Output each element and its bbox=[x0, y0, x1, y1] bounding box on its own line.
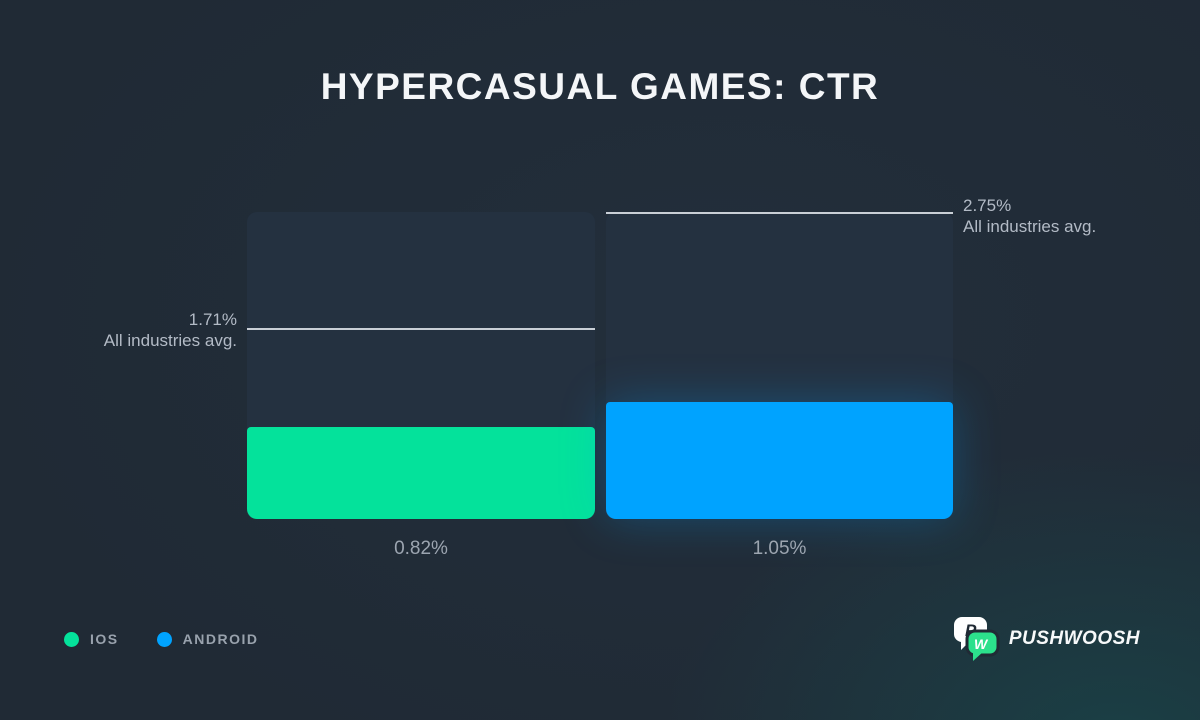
bar-column-ios bbox=[247, 212, 595, 519]
bar-column-android bbox=[606, 212, 953, 519]
legend-item-ios: IOS bbox=[64, 631, 119, 647]
legend-label-android: ANDROID bbox=[182, 631, 259, 647]
benchmark-line-ios bbox=[247, 328, 595, 330]
logo-front-bubble: W bbox=[965, 629, 1000, 661]
brand-lockup: P W PUSHWOOSH bbox=[952, 616, 1140, 662]
benchmark-label-android: 2.75% All industries avg. bbox=[963, 195, 1096, 237]
benchmark-caption-android: All industries avg. bbox=[963, 217, 1097, 236]
benchmark-value-android: 2.75% bbox=[963, 196, 1012, 215]
legend-item-android: ANDROID bbox=[156, 631, 259, 647]
benchmark-line-android bbox=[606, 212, 953, 214]
benchmark-caption-ios: All industries avg. bbox=[103, 331, 237, 350]
pushwoosh-wordmark: PUSHWOOSH bbox=[1008, 628, 1140, 649]
pushwoosh-logo-icon: P W bbox=[953, 617, 1000, 661]
legend-dot-android-icon bbox=[156, 631, 172, 647]
bar-ios bbox=[247, 427, 595, 519]
page-title: HYPERCASUAL GAMES: CTR bbox=[320, 66, 880, 107]
legend-dot-ios-icon bbox=[64, 631, 79, 647]
benchmark-value-ios: 1.71% bbox=[188, 310, 237, 329]
bar-value-ios: 0.82% bbox=[394, 538, 448, 559]
benchmark-label-ios: 1.71% All industries avg. bbox=[104, 309, 237, 351]
legend-label-ios: IOS bbox=[90, 631, 119, 647]
bar-android bbox=[606, 402, 953, 519]
svg-text:W: W bbox=[974, 636, 989, 652]
bar-value-android: 1.05% bbox=[752, 538, 807, 559]
legend: IOS ANDROID bbox=[64, 631, 258, 647]
